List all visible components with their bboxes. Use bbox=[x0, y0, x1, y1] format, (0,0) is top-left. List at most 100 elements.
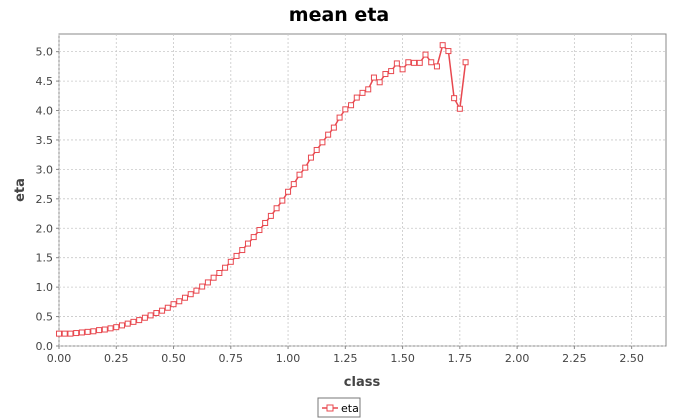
x-tick-label: 0.75 bbox=[219, 352, 244, 365]
data-point bbox=[405, 59, 412, 66]
data-point bbox=[273, 205, 280, 212]
data-point bbox=[159, 307, 166, 314]
data-point bbox=[216, 270, 223, 276]
y-tick-label: 5.0 bbox=[36, 46, 54, 59]
y-axis-ticks: 0.0 0.5 1.0 1.5 2.0 2.5 3.0 3.5 4.0 4.5 5.0 bbox=[36, 46, 59, 353]
data-point bbox=[382, 71, 389, 78]
data-point bbox=[118, 322, 125, 329]
data-point bbox=[439, 42, 446, 49]
x-tick-label: 0.50 bbox=[161, 352, 186, 365]
data-point bbox=[199, 283, 206, 290]
data-point bbox=[101, 326, 108, 333]
data-point bbox=[244, 240, 251, 247]
data-point bbox=[227, 258, 234, 265]
data-point bbox=[96, 327, 103, 334]
x-axis-label: class bbox=[344, 375, 381, 390]
data-point bbox=[462, 59, 469, 66]
data-point bbox=[130, 318, 137, 325]
data-point bbox=[141, 314, 148, 321]
data-point bbox=[399, 66, 406, 73]
data-point bbox=[170, 301, 177, 308]
data-point bbox=[330, 124, 337, 131]
legend: eta bbox=[317, 397, 361, 418]
data-point bbox=[181, 294, 188, 301]
data-point bbox=[342, 106, 349, 113]
data-point bbox=[61, 330, 68, 337]
data-point bbox=[73, 330, 80, 337]
data-point bbox=[267, 212, 274, 219]
data-point bbox=[433, 63, 440, 70]
data-point bbox=[153, 310, 160, 317]
data-point bbox=[262, 219, 269, 226]
data-point bbox=[56, 330, 62, 337]
x-tick-label: 1.75 bbox=[448, 352, 473, 365]
data-point bbox=[290, 181, 297, 188]
data-point bbox=[90, 328, 97, 335]
data-point bbox=[78, 329, 85, 336]
y-tick-label: 2.5 bbox=[36, 193, 54, 206]
data-point bbox=[416, 59, 423, 66]
series-markers-eta bbox=[56, 42, 469, 337]
data-point bbox=[451, 95, 458, 102]
data-point bbox=[256, 227, 263, 234]
data-point bbox=[359, 89, 366, 96]
x-tick-label: 0.25 bbox=[104, 352, 129, 365]
data-point bbox=[348, 102, 355, 109]
x-tick-label: 0.00 bbox=[47, 352, 72, 365]
x-tick-label: 1.25 bbox=[333, 352, 358, 365]
y-axis-label: eta bbox=[13, 178, 28, 202]
data-point bbox=[222, 264, 229, 271]
data-point bbox=[456, 105, 463, 112]
plot-area bbox=[58, 33, 667, 347]
data-point bbox=[193, 287, 200, 294]
data-point bbox=[376, 79, 383, 86]
data-point bbox=[319, 139, 326, 146]
legend-label-eta: eta bbox=[341, 402, 359, 415]
y-tick-label: 3.5 bbox=[36, 134, 54, 147]
data-point bbox=[370, 74, 377, 81]
y-tick-label: 1.5 bbox=[36, 252, 54, 265]
y-tick-label: 4.5 bbox=[36, 75, 54, 88]
data-point bbox=[296, 171, 303, 178]
x-tick-label: 1.00 bbox=[276, 352, 301, 365]
data-point bbox=[428, 59, 435, 66]
legend-box bbox=[317, 397, 361, 418]
x-tick-label: 2.00 bbox=[505, 352, 530, 365]
x-axis-ticks: 0.00 0.25 0.50 0.75 1.00 1.25 1.50 1.75 2.00 2.25… bbox=[47, 346, 644, 365]
data-point bbox=[393, 60, 400, 67]
data-point bbox=[164, 304, 171, 311]
data-point bbox=[325, 131, 332, 138]
y-tick-label: 1.0 bbox=[36, 281, 54, 294]
x-tick-label: 2.50 bbox=[619, 352, 644, 365]
data-point bbox=[422, 51, 429, 58]
y-tick-label: 0.5 bbox=[36, 311, 54, 324]
data-point bbox=[302, 164, 309, 171]
data-point bbox=[210, 274, 217, 281]
data-point bbox=[279, 197, 286, 204]
chart-title: mean eta bbox=[289, 4, 389, 26]
x-tick-label: 1.50 bbox=[390, 352, 415, 365]
data-point bbox=[84, 328, 91, 335]
data-point bbox=[307, 154, 314, 161]
data-point bbox=[176, 298, 183, 305]
data-point bbox=[353, 94, 360, 101]
data-point bbox=[388, 68, 395, 75]
data-point bbox=[113, 324, 120, 331]
data-point bbox=[147, 312, 154, 319]
data-point bbox=[107, 325, 114, 332]
data-point bbox=[411, 59, 418, 66]
data-point bbox=[67, 330, 74, 337]
y-tick-label: 3.0 bbox=[36, 163, 54, 176]
data-point bbox=[204, 279, 211, 286]
y-tick-label: 0.0 bbox=[36, 340, 54, 353]
y-tick-label: 2.0 bbox=[36, 222, 54, 235]
y-tick-label: 4.0 bbox=[36, 105, 54, 118]
data-point bbox=[250, 234, 257, 241]
grid-lines bbox=[58, 34, 666, 347]
data-point bbox=[336, 114, 343, 121]
data-point bbox=[239, 247, 246, 254]
data-point bbox=[233, 252, 240, 259]
data-point bbox=[285, 188, 292, 195]
data-point bbox=[313, 146, 320, 153]
